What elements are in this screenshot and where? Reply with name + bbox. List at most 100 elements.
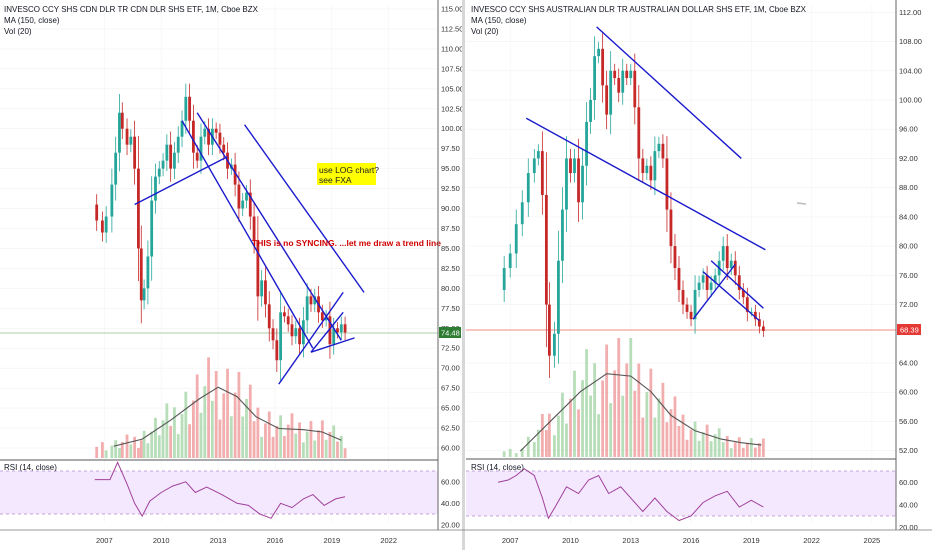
candle-body [745,297,749,312]
trend-line[interactable] [196,112,342,341]
candle-body [142,288,146,301]
volume-bar [184,391,188,458]
candle-body [161,160,165,169]
volume-bar [737,437,741,457]
price-tick-label: 92.00 [899,154,918,163]
left-rsi-label: RSI (14, close) [4,463,57,472]
left-chart-pane[interactable]: INVESCO CCY SHS CDN DLR TR CDN DLR SHS E… [0,5,441,522]
volume-bar [565,423,568,457]
trend-line[interactable] [134,156,228,206]
right-chart-pane[interactable]: INVESCO CCY SHS AUSTRALIAN DLR TR AUSTRA… [466,5,896,524]
trend-line[interactable] [692,263,736,320]
right-volume-ma-line [519,373,762,452]
candle-body [605,85,609,115]
volume-bar [677,425,681,457]
trend-line[interactable] [310,337,355,353]
volume-bar [637,363,641,457]
volume-bar [745,442,749,457]
candle-body [561,209,564,261]
volume-bar [229,416,233,458]
trend-line[interactable] [710,260,764,309]
candle-body [761,326,765,331]
date-axis[interactable]: 2007 2010 2013 2016 2019 2022 2007 2010 2013 201… [0,529,932,545]
trend-line[interactable] [525,117,766,251]
price-tick-label: 52.00 [899,446,918,455]
candle-body [689,311,693,320]
price-tick-label: 112.50 [441,24,463,33]
candle-body [657,143,661,152]
candle-body [514,224,518,254]
volume-bar [514,453,518,457]
trend-line[interactable] [278,291,344,385]
volume-bar [697,440,701,457]
trend-line[interactable] [596,26,742,159]
right-last-price-tag [897,324,921,335]
candle-body [569,158,572,174]
price-tick-label: 76.00 [899,271,918,280]
candle-body [150,200,154,257]
year-label: 2016 [683,536,700,545]
rsi-tick-label: 20.00 [441,520,460,529]
volume-bar [245,398,248,458]
volume-bar [536,429,540,457]
left-last-price-label: 74.48 [441,329,460,338]
candle-body [275,340,279,361]
right-rsi-ticks: 60.00 40.00 20.00 [899,478,918,532]
left-trend-lines[interactable] [134,112,365,385]
trend-line[interactable] [244,124,365,293]
candle-body [104,216,108,233]
volume-bar [544,430,548,457]
candle-body [245,192,248,201]
volume-bar [553,435,556,457]
volume-bar [114,440,118,458]
right-last-price-label: 68.39 [900,326,919,335]
volume-bar [309,421,313,458]
left-volume-ma-line [113,386,342,447]
right-ma-stub [796,202,807,205]
volume-bar [336,441,339,458]
candle-body [328,316,332,345]
candle-body [283,312,286,317]
volume-bar [649,368,653,457]
candle-body [222,144,226,153]
volume-bar [301,442,305,458]
left-price-axis[interactable]: 115.00 112.50 110.00 107.50 105.00 102.50 100.… [437,0,464,530]
volume-bar [320,420,324,458]
candle-body [203,128,207,137]
volume-bar [597,414,601,457]
left-annotation-yellow-line2: see FXA [319,175,352,185]
pane-divider[interactable] [462,0,465,550]
volume-bar [222,393,226,458]
volume-bar [520,448,524,457]
trend-line[interactable] [181,120,314,349]
volume-bar [613,370,617,457]
trend-line[interactable] [310,311,344,353]
candle-body [597,48,601,57]
volume-bar [241,416,245,458]
left-annotation-red: THIS is no SYNCING. ...let me draw a tre… [252,238,441,248]
price-tick-label: 85.00 [441,244,460,253]
volume-bar [641,417,645,457]
rsi-tick-label: 60.00 [441,477,460,486]
volume-bar [226,368,229,458]
candle-body [192,120,195,153]
candle-body [749,311,753,313]
candle-body [267,304,271,329]
left-last-price-tag [439,327,461,338]
right-trend-lines[interactable] [525,26,766,322]
right-price-axis[interactable]: 112.00 108.00 104.00 100.00 96.00 92.00 88.00 8… [895,0,922,532]
volume-bar [267,411,271,458]
volume-bar [532,442,536,457]
candle-body [154,176,157,201]
volume-bar [633,390,637,457]
price-tick-label: 96.00 [899,125,918,134]
trend-line[interactable] [702,271,760,322]
volume-bar [313,440,317,458]
price-tick-label: 95.00 [441,164,460,173]
price-tick-label: 84.00 [899,212,918,221]
left-annotation-yellow-line1: use LOG chart? [319,165,379,175]
left-ma-label: MA (150, close) [4,16,60,25]
volume-bar [557,415,560,457]
volume-bar [207,357,210,458]
